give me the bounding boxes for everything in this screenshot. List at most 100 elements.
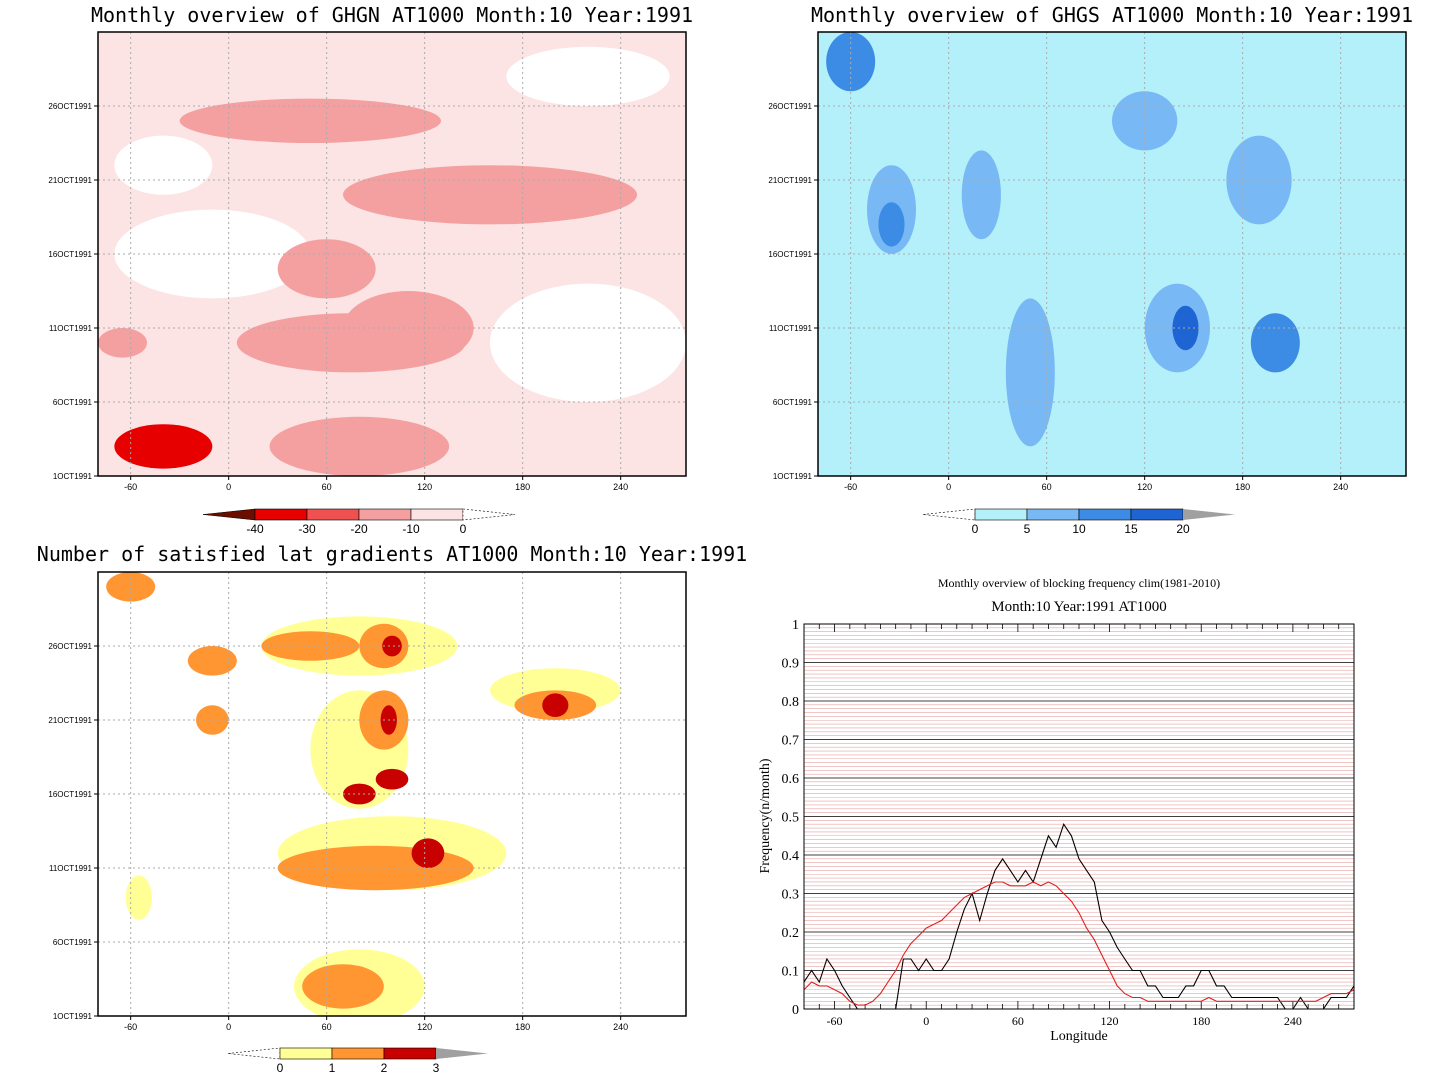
contour-blob (114, 209, 311, 299)
contour-blob (98, 328, 147, 358)
y-tick-label: 16OCT1991 (48, 790, 92, 799)
contour-blob (826, 32, 876, 92)
colorbar-segment (974, 508, 1028, 521)
contour-blob (106, 572, 156, 602)
y-tick-label: 11OCT1991 (49, 324, 93, 333)
y-tick-label: 6OCT1991 (53, 398, 93, 407)
contour-blob (411, 838, 445, 868)
colorbar-segment (279, 1047, 333, 1060)
ghgn-panel: -60 0 60 120 180 240 1OCT1991 6OCT1991 11OCT1991… (48, 31, 687, 536)
colorbar-segment (410, 508, 464, 521)
y-tick-label: 16OCT1991 (48, 250, 92, 259)
colorbar-label: 0 (972, 522, 979, 536)
colorbar-label: -10 (402, 522, 420, 536)
y-tick-label: 21OCT1991 (48, 716, 92, 725)
colorbar-label: 3 (433, 1061, 440, 1075)
contour-blob (302, 964, 384, 1009)
colorbar-label: 5 (1024, 522, 1031, 536)
x-tick-label: 120 (417, 1022, 432, 1032)
blocking-frequency-panel: 0 0.1 0.2 0.3 0.4 0.5 0.6 0.7 0.8 0.9 1 -60 0 60 120 18… (782, 618, 1355, 1028)
ghgs-panel: -60 0 60 120 180 240 1OCT1991 6OCT1991 11OCT1991… (768, 31, 1407, 536)
y-tick-label: 6OCT1991 (53, 938, 93, 947)
contour-blob (878, 202, 905, 247)
colorbar-triangle (436, 1048, 488, 1059)
blocking-xlabel: Longitude (1050, 1029, 1108, 1044)
subtitle-blocking: Month:10 Year:1991 AT1000 (991, 599, 1166, 615)
y-tick-label: 0.8 (782, 695, 800, 710)
y-tick-label: 0.5 (782, 811, 800, 826)
contour-blob (179, 98, 441, 143)
y-tick-label: 11OCT1991 (49, 864, 93, 873)
x-tick-label: 180 (515, 482, 530, 492)
colorbar-triangle (202, 508, 256, 521)
title-blocking: Monthly overview of blocking frequency c… (938, 576, 1220, 590)
x-tick-label: 0 (923, 1014, 929, 1028)
colorbar-label: 15 (1124, 522, 1138, 536)
contour-blob (261, 631, 360, 661)
contour-blob (1172, 305, 1199, 351)
colorbar-label: -30 (298, 522, 316, 536)
y-tick-label: 0.4 (782, 849, 800, 864)
contour-blob (382, 635, 402, 657)
x-tick-label: 240 (613, 482, 628, 492)
x-tick-label: 0 (226, 1022, 231, 1032)
x-tick-label: 120 (1137, 482, 1152, 492)
x-tick-label: 180 (1235, 482, 1250, 492)
colorbar-label: 10 (1072, 522, 1086, 536)
x-tick-label: 0 (226, 482, 231, 492)
colorbar-label: 2 (381, 1061, 388, 1075)
colorbar: -40 -30 -20 -10 0 (202, 508, 516, 536)
contour-blob (1112, 91, 1178, 151)
title-ghgs: Monthly overview of GHGS AT1000 Month:10… (811, 3, 1413, 27)
x-tick-label: 60 (1042, 482, 1052, 492)
blocking-ylabel: Frequency(n/month) (758, 758, 773, 873)
x-tick-label: 240 (1284, 1014, 1302, 1028)
title-ghgn: Monthly overview of GHGN AT1000 Month:10… (91, 3, 693, 27)
y-tick-label: 21OCT1991 (48, 176, 92, 185)
series-line-observed (804, 822, 1354, 1009)
colorbar-label: 1 (329, 1061, 336, 1075)
y-tick-label: 16OCT1991 (768, 250, 812, 259)
y-tick-label: 0.1 (782, 965, 800, 980)
y-tick-label: 1OCT1991 (773, 472, 813, 481)
contour-blob (1250, 313, 1300, 373)
colorbar-label: -20 (350, 522, 368, 536)
line-plot-frame (803, 623, 1355, 1010)
contour-blob (490, 283, 686, 402)
y-tick-label: 1 (792, 618, 799, 633)
y-tick-label: 0 (792, 1003, 799, 1018)
x-tick-label: -60 (827, 1014, 843, 1028)
y-tick-label: 0.6 (782, 772, 800, 787)
colorbar-triangle (1183, 509, 1235, 520)
colorbar-triangle (462, 508, 516, 521)
contour-blob (125, 875, 152, 920)
colorbar-label: 20 (1176, 522, 1190, 536)
y-tick-label: 1OCT1991 (53, 1012, 93, 1021)
x-tick-label: 60 (1012, 1014, 1024, 1028)
y-tick-label: 11OCT1991 (769, 324, 813, 333)
contour-blob (961, 150, 1001, 240)
x-tick-label: 60 (322, 1022, 332, 1032)
contour-blob (506, 46, 670, 106)
plot-area (106, 572, 621, 1016)
y-tick-label: 0.3 (782, 888, 800, 903)
contour-blob (196, 705, 229, 735)
x-tick-label: 120 (417, 482, 432, 492)
contour-blob (114, 424, 213, 469)
series-line-climatology (804, 881, 1354, 1006)
x-tick-label: -60 (844, 482, 857, 492)
colorbar-segment (331, 1047, 385, 1060)
x-tick-label: -60 (124, 482, 137, 492)
contour-blob (114, 135, 213, 195)
y-tick-label: 0.2 (782, 926, 800, 941)
contour-blob (187, 646, 237, 676)
y-tick-label: 26OCT1991 (48, 102, 92, 111)
colorbar-label: 0 (277, 1061, 284, 1075)
colorbar-label: 0 (460, 522, 467, 536)
colorbar-segment (1078, 508, 1132, 521)
x-tick-label: 0 (946, 482, 951, 492)
colorbar: 0 1 2 3 (227, 1047, 488, 1075)
y-tick-label: 6OCT1991 (773, 398, 813, 407)
x-tick-label: 120 (1101, 1014, 1119, 1028)
